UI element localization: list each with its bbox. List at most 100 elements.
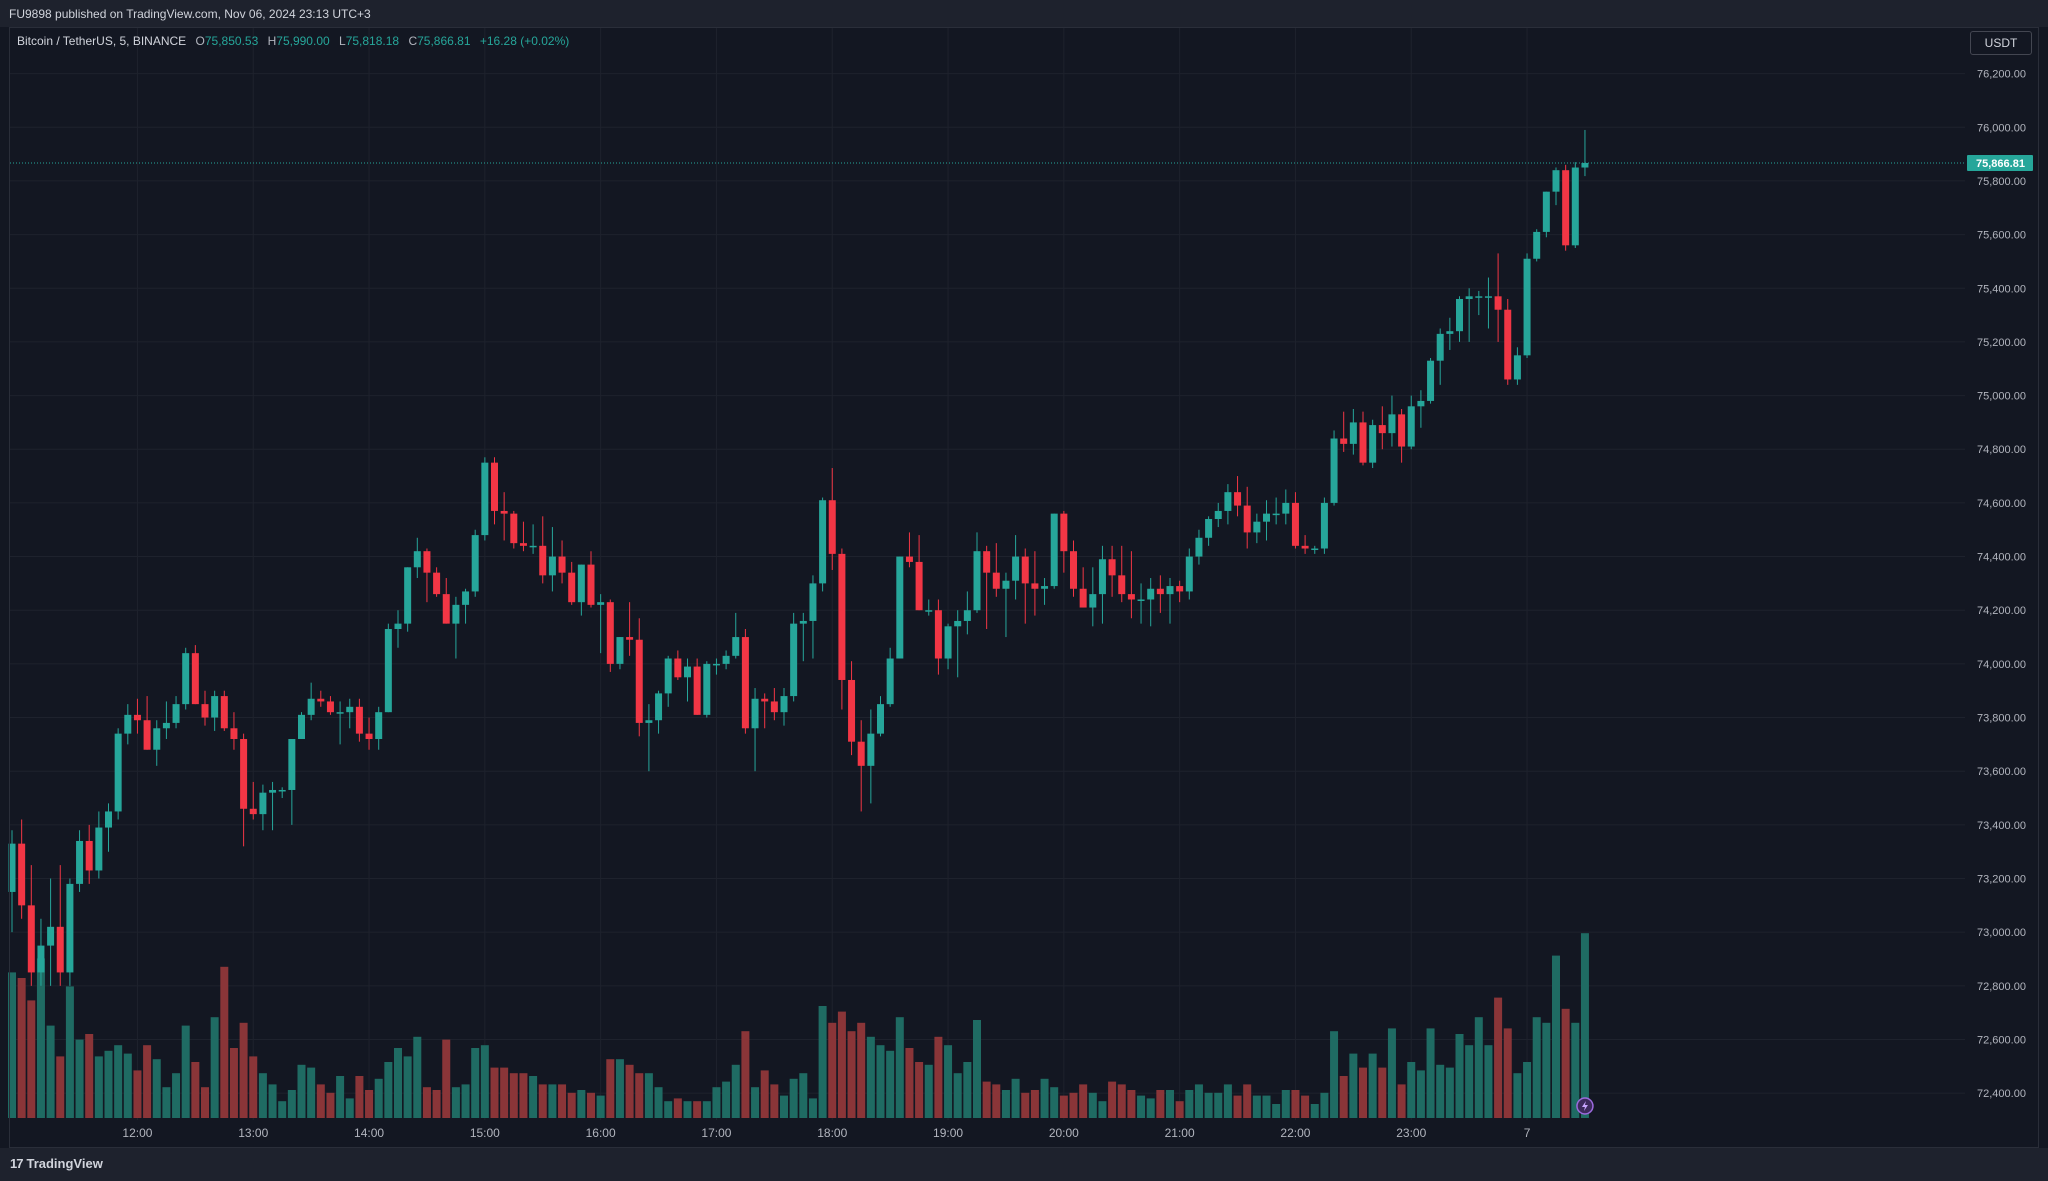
candle-body — [1562, 170, 1570, 246]
candle-body — [635, 639, 643, 723]
candle-body — [269, 789, 277, 793]
candle-body — [1031, 583, 1039, 589]
candle-body — [1330, 438, 1338, 503]
volume-bar — [857, 1022, 866, 1118]
price-tick-label: 72,400.00 — [1977, 1088, 2026, 1100]
candle-body — [1446, 331, 1454, 334]
volume-bar — [1194, 1084, 1203, 1118]
volume-bar — [1223, 1084, 1232, 1118]
candle-body — [626, 637, 634, 640]
candle-body — [664, 658, 672, 694]
price-tick-label: 72,800.00 — [1977, 981, 2026, 993]
price-tick-label: 75,600.00 — [1977, 230, 2026, 242]
candle-body — [519, 543, 527, 546]
volume-bar — [1098, 1101, 1107, 1118]
symbol-title: Bitcoin / TetherUS, 5, BINANCE — [17, 34, 187, 48]
candle-body — [1243, 505, 1251, 533]
volume-bar — [65, 986, 74, 1118]
candle-body — [819, 500, 827, 584]
volume-bar — [1503, 1028, 1512, 1118]
volume-bar — [548, 1084, 557, 1118]
high-value: 75,990.00 — [276, 34, 330, 48]
volume-bar — [944, 1045, 953, 1118]
publish-info: FU9898 published on TradingView.com, Nov… — [9, 7, 371, 21]
volume-bar — [895, 1017, 904, 1118]
price-tick-label: 75,400.00 — [1977, 283, 2026, 295]
volume-bar — [818, 1006, 827, 1118]
volume-bar — [866, 1036, 875, 1118]
candle-body — [1012, 556, 1020, 581]
candle-body — [1098, 559, 1106, 595]
volume-bar — [693, 1101, 702, 1118]
volume-bar — [1127, 1090, 1136, 1118]
volume-bar — [374, 1078, 383, 1118]
price-tick-label: 75,200.00 — [1977, 337, 2026, 349]
symbol-legend: Bitcoin / TetherUS, 5, BINANCE O75,850.5… — [17, 34, 569, 48]
volume-bar — [992, 1084, 1001, 1118]
candle-body — [1282, 502, 1290, 514]
close-value: 75,866.81 — [417, 34, 471, 48]
publish-bar: FU9898 published on TradingView.com, Nov… — [0, 0, 2048, 27]
candle-body — [954, 620, 962, 627]
volume-bar — [345, 1098, 354, 1118]
volume-bar — [1262, 1095, 1271, 1118]
volume-bar — [432, 1090, 441, 1118]
candle-body — [944, 626, 952, 659]
volume-bar — [963, 1062, 972, 1118]
candle-body — [240, 739, 248, 809]
candle-body — [761, 698, 769, 702]
currency-unit-button[interactable]: USDT — [1970, 31, 2032, 55]
candle-body — [1079, 588, 1087, 608]
volume-bar — [461, 1084, 470, 1118]
volume-bar — [104, 1050, 113, 1118]
volume-bar — [1378, 1067, 1387, 1118]
last-price-label: 75,866.81 — [1976, 158, 2025, 170]
volume-bar — [1426, 1028, 1435, 1118]
candle-body — [191, 653, 199, 705]
volume-bar — [712, 1087, 721, 1118]
volume-bar — [336, 1076, 345, 1118]
candle-body — [992, 572, 1000, 589]
volume-bar — [94, 1056, 103, 1118]
candle-body — [201, 704, 209, 718]
tradingview-logo[interactable]: 17 TradingView — [10, 1156, 103, 1171]
volume-bar — [1310, 1104, 1319, 1118]
lightning-glyph — [1581, 1101, 1588, 1111]
price-tick-label: 76,200.00 — [1977, 69, 2026, 81]
volume-bar — [384, 1062, 393, 1118]
volume-bar — [201, 1087, 209, 1118]
volume-bar — [1204, 1092, 1213, 1118]
candle-body — [471, 535, 479, 592]
candle-body — [1291, 502, 1299, 546]
candle-body — [1349, 422, 1357, 444]
candle-body — [674, 658, 682, 678]
volume-bar — [1542, 1022, 1551, 1118]
volume-bar — [683, 1101, 692, 1118]
volume-bar — [1272, 1104, 1281, 1118]
volume-bar — [1455, 1034, 1464, 1118]
volume-bar — [17, 978, 26, 1118]
candle-body — [1108, 559, 1116, 576]
candle-body — [1465, 296, 1473, 299]
candle-body — [983, 551, 991, 573]
candle-body — [1176, 586, 1184, 592]
candle-body — [529, 545, 537, 548]
price-tick-label: 75,800.00 — [1977, 176, 2026, 188]
volume-bar — [1368, 1053, 1377, 1118]
candle-body — [712, 663, 720, 666]
candle-body — [548, 556, 556, 576]
candle-body — [1021, 556, 1029, 584]
volume-bar — [1494, 997, 1503, 1118]
volume-bar — [394, 1048, 402, 1118]
candle-body — [1378, 425, 1386, 434]
volume-bar — [85, 1034, 94, 1118]
candle-body — [1070, 551, 1077, 589]
volume-bar — [1523, 1062, 1532, 1118]
candle-body — [1185, 556, 1193, 592]
volume-bar — [1233, 1095, 1242, 1118]
candle-body — [597, 602, 605, 605]
candle-body — [751, 698, 759, 729]
time-tick-label: 16:00 — [586, 1126, 616, 1140]
volume-bar — [1185, 1090, 1194, 1118]
